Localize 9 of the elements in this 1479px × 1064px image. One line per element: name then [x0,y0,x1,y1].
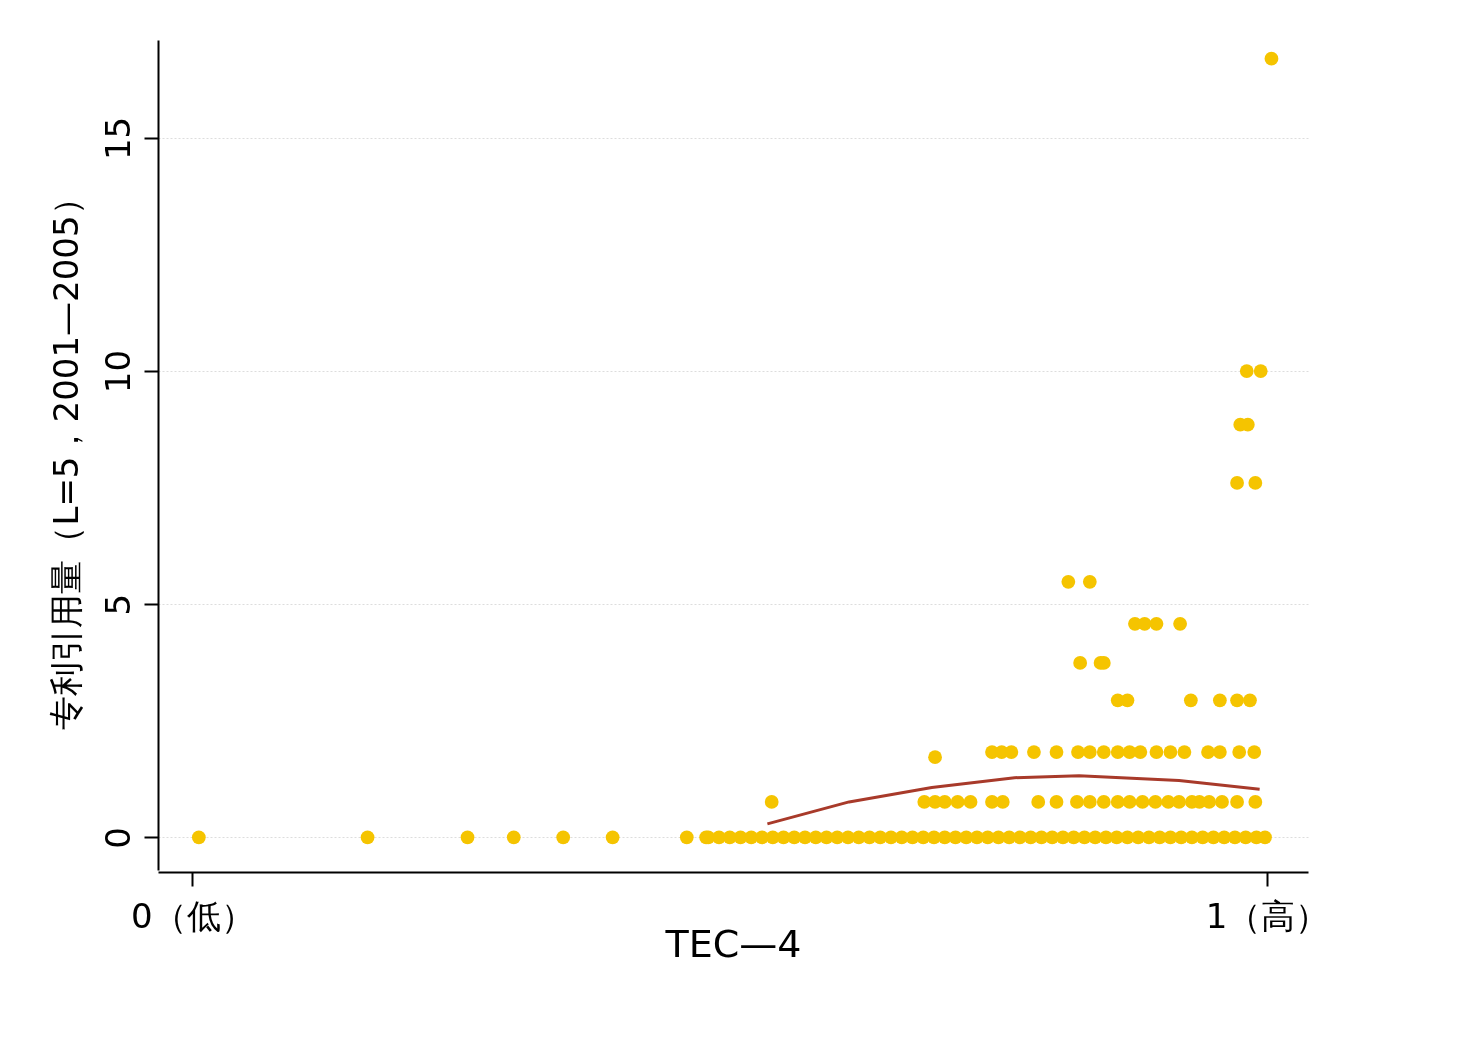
x-axis-title: TEC—4 [664,921,802,966]
y-tick-label: 5 [97,593,138,616]
y-axis-title: 专利引用量（L=5，2001—2005） [45,181,86,730]
y-tick-label: 0 [97,827,138,849]
x-tick-label: 1（高） [1205,895,1330,936]
y-tick-label: 10 [97,349,138,394]
line-series [765,774,1262,826]
y-tick-label: 15 [97,116,138,161]
x-tick-label: 0（低） [131,895,255,936]
